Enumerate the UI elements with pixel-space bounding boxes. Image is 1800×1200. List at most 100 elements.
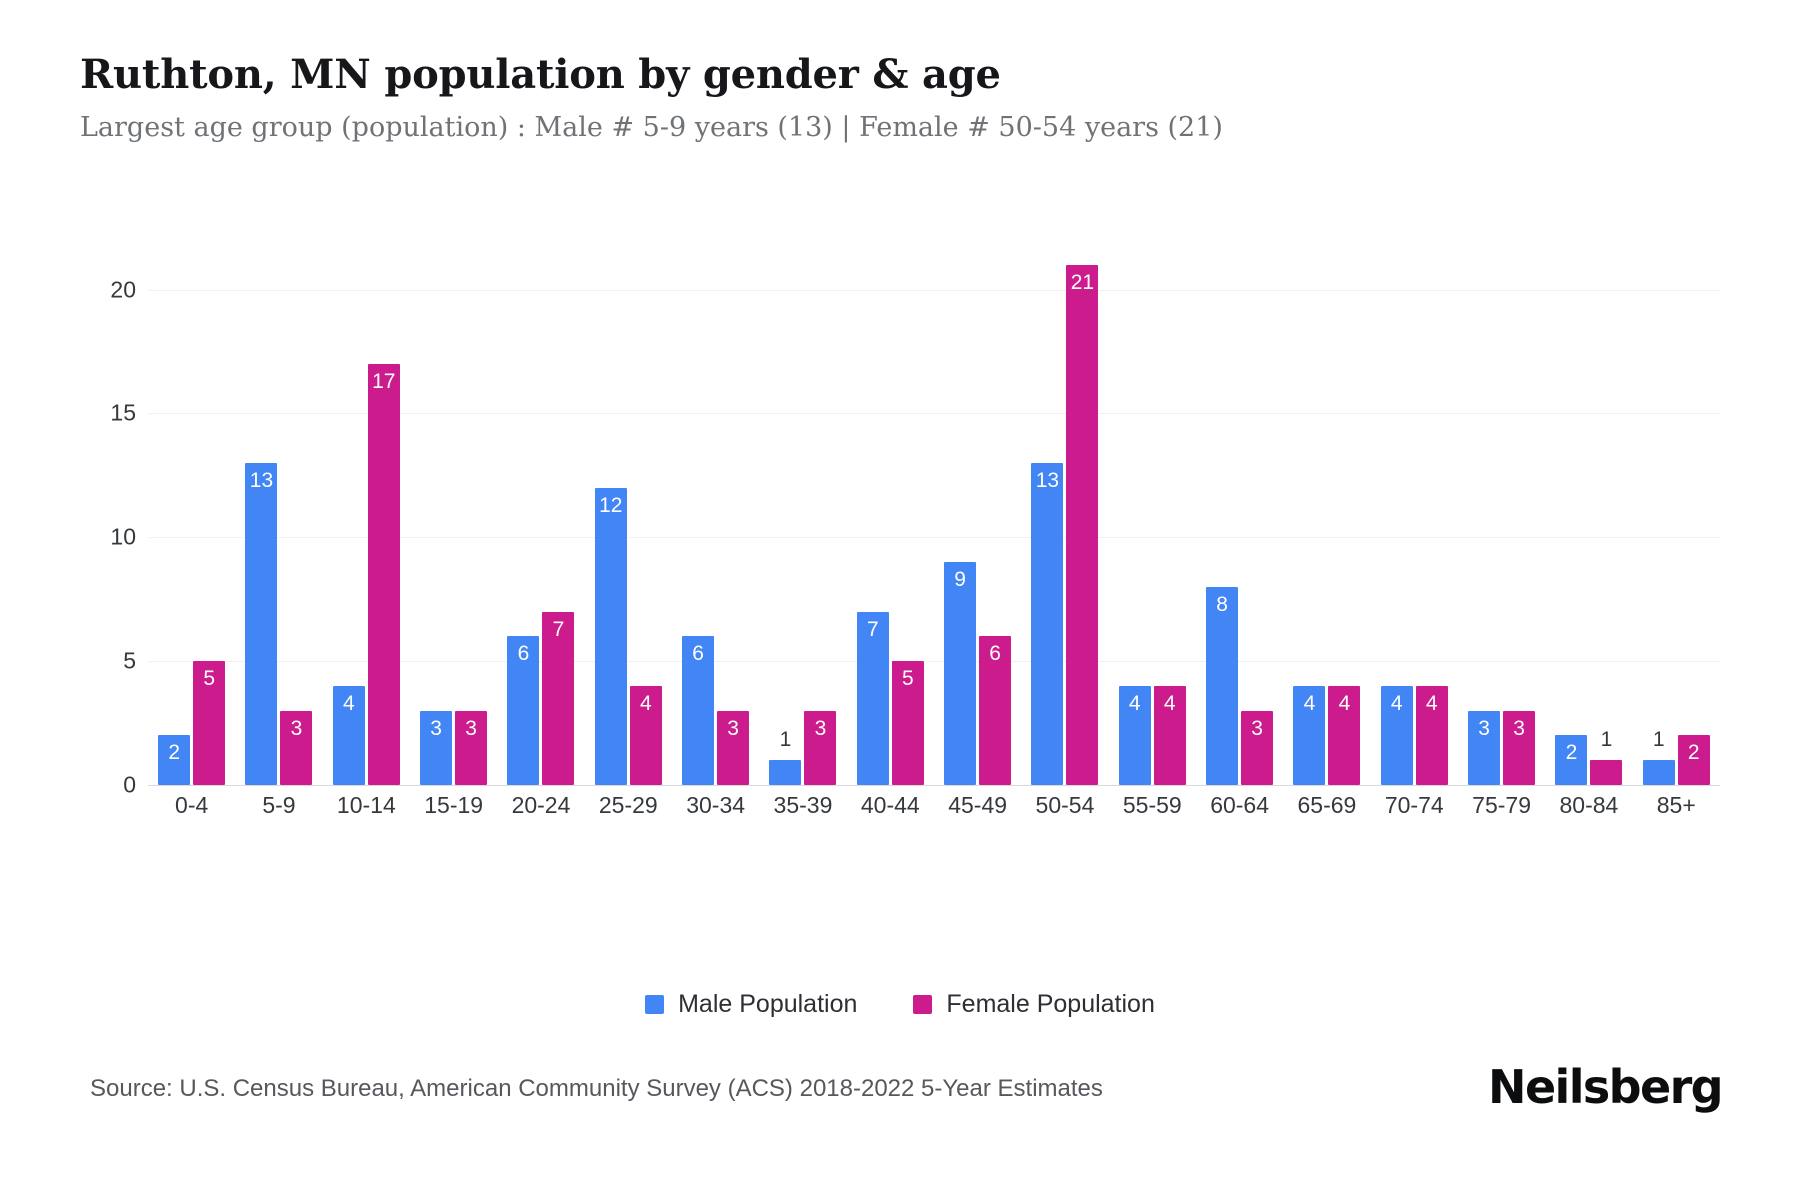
bar-value-label: 2 xyxy=(1687,741,1700,765)
legend-label-male: Male Population xyxy=(678,990,858,1018)
bar-female[interactable]: 21 xyxy=(1066,264,1099,785)
x-axis-tick-label: 65-69 xyxy=(1297,792,1357,818)
bar-male[interactable]: 7 xyxy=(856,611,889,785)
bar-value-label: 7 xyxy=(552,617,565,641)
plot-area: 0 5 10 15 20 2 5 13 3 4 17 3 3 6 7 12 4 6 3 1 3 7 5 9 6 13 21 4 4 8 3… xyxy=(80,240,1720,900)
chart-header: Ruthton, MN population by gender & age L… xyxy=(80,52,1720,144)
gridline xyxy=(148,537,1720,539)
bar-value-label: 13 xyxy=(1035,468,1060,492)
x-axis-tick-label: 25-29 xyxy=(598,792,658,818)
bar-female[interactable]: 4 xyxy=(1415,685,1448,785)
gridline xyxy=(148,289,1720,291)
bar-female[interactable]: 4 xyxy=(1328,685,1361,785)
legend-item-female[interactable]: Female Population xyxy=(913,990,1155,1019)
x-axis: 0-4 5-9 10-14 15-19 20-24 25-29 30-34 35-39 40-4… xyxy=(148,792,1720,819)
y-axis: 0 5 10 15 20 xyxy=(80,240,148,797)
bar-female[interactable]: 3 xyxy=(280,710,313,785)
y-axis-tick-label: 5 xyxy=(123,647,136,674)
bar-value-label: 6 xyxy=(692,642,704,666)
x-axis-tick-label: 20-24 xyxy=(511,792,571,818)
bar-male[interactable]: 4 xyxy=(1293,685,1326,785)
x-axis-tick-label: 80-84 xyxy=(1559,792,1619,818)
bar-male[interactable]: 3 xyxy=(1468,710,1501,785)
bar-value-label: 13 xyxy=(249,468,274,492)
bar-female[interactable]: 3 xyxy=(455,710,488,785)
bar-value-label: 1 xyxy=(1652,728,1665,752)
bar-male[interactable]: 4 xyxy=(332,685,365,785)
bar-male[interactable]: 1 xyxy=(769,729,802,785)
bar-female[interactable]: 3 xyxy=(1503,710,1536,785)
bar-female[interactable]: 4 xyxy=(629,685,662,785)
x-axis-tick-label: 60-64 xyxy=(1210,792,1270,818)
bar-value-label: 3 xyxy=(465,716,477,740)
bar-female[interactable]: 4 xyxy=(1153,685,1186,785)
bar-value-label: 3 xyxy=(1513,716,1525,740)
bar-value-label: 4 xyxy=(1338,691,1351,715)
bar-value-label: 5 xyxy=(901,667,914,691)
bar-male[interactable]: 12 xyxy=(594,487,627,785)
bar-female[interactable]: 5 xyxy=(193,661,226,785)
bar-value-label: 5 xyxy=(203,667,215,691)
x-axis-tick-label: 30-34 xyxy=(686,792,746,818)
bar-value-label: 4 xyxy=(1128,691,1141,715)
legend-item-male[interactable]: Male Population xyxy=(645,990,857,1019)
bar-female[interactable]: 5 xyxy=(891,661,924,785)
bar-female[interactable]: 1 xyxy=(1590,729,1623,785)
source-note: Source: U.S. Census Bureau, American Com… xyxy=(90,1075,1103,1102)
bar-value-label: 3 xyxy=(1478,716,1490,740)
bar-female[interactable]: 3 xyxy=(804,710,837,785)
gridline xyxy=(148,413,1720,415)
bar-value-label: 2 xyxy=(168,741,180,765)
bar-value-label: 4 xyxy=(1303,691,1316,715)
x-axis-tick-label: 75-79 xyxy=(1472,792,1531,818)
bar-female[interactable]: 17 xyxy=(367,363,400,785)
bar-female[interactable]: 3 xyxy=(717,710,750,785)
bar-female[interactable]: 7 xyxy=(542,611,575,785)
bar-male[interactable]: 3 xyxy=(420,710,453,785)
y-axis-tick-label: 10 xyxy=(110,523,136,550)
bar-male[interactable]: 13 xyxy=(1031,462,1064,785)
bar-group: 13 21 xyxy=(1021,240,1108,785)
bar-male[interactable]: 8 xyxy=(1206,586,1239,785)
bar-female[interactable]: 3 xyxy=(1241,710,1274,785)
y-axis-tick-label: 15 xyxy=(110,399,136,426)
x-axis-tick-label: 70-74 xyxy=(1384,792,1444,818)
x-axis-tick-label: 85+ xyxy=(1656,792,1696,818)
bar-male[interactable]: 6 xyxy=(507,636,540,785)
bar-value-label: 1 xyxy=(1600,728,1613,752)
bar-male[interactable]: 13 xyxy=(245,462,278,785)
bar-value-label: 4 xyxy=(1390,691,1403,715)
x-axis-tick-label: 55-59 xyxy=(1122,792,1182,818)
bar-male[interactable]: 2 xyxy=(158,735,191,785)
bar-male[interactable]: 2 xyxy=(1555,735,1588,785)
x-axis-tick-label: 10-14 xyxy=(336,792,396,818)
x-axis-tick-label: 50-54 xyxy=(1035,792,1095,818)
bar-value-label: 4 xyxy=(639,691,652,715)
x-axis-tick-label: 5-9 xyxy=(262,792,296,818)
bar-male[interactable]: 4 xyxy=(1380,685,1413,785)
bar-female[interactable]: 6 xyxy=(979,636,1012,785)
bar-value-label: 7 xyxy=(866,617,879,641)
bar-male[interactable]: 4 xyxy=(1118,685,1151,785)
bar-female[interactable]: 2 xyxy=(1677,735,1710,785)
bar-male[interactable]: 6 xyxy=(682,636,715,785)
bar-male[interactable]: 9 xyxy=(944,562,977,785)
x-axis-tick-label: 15-19 xyxy=(424,792,484,818)
bar-value-label: 3 xyxy=(727,716,739,740)
bar-value-label: 6 xyxy=(989,642,1001,666)
page-title: Ruthton, MN population by gender & age xyxy=(80,51,1001,98)
bar-male[interactable]: 1 xyxy=(1642,729,1675,785)
